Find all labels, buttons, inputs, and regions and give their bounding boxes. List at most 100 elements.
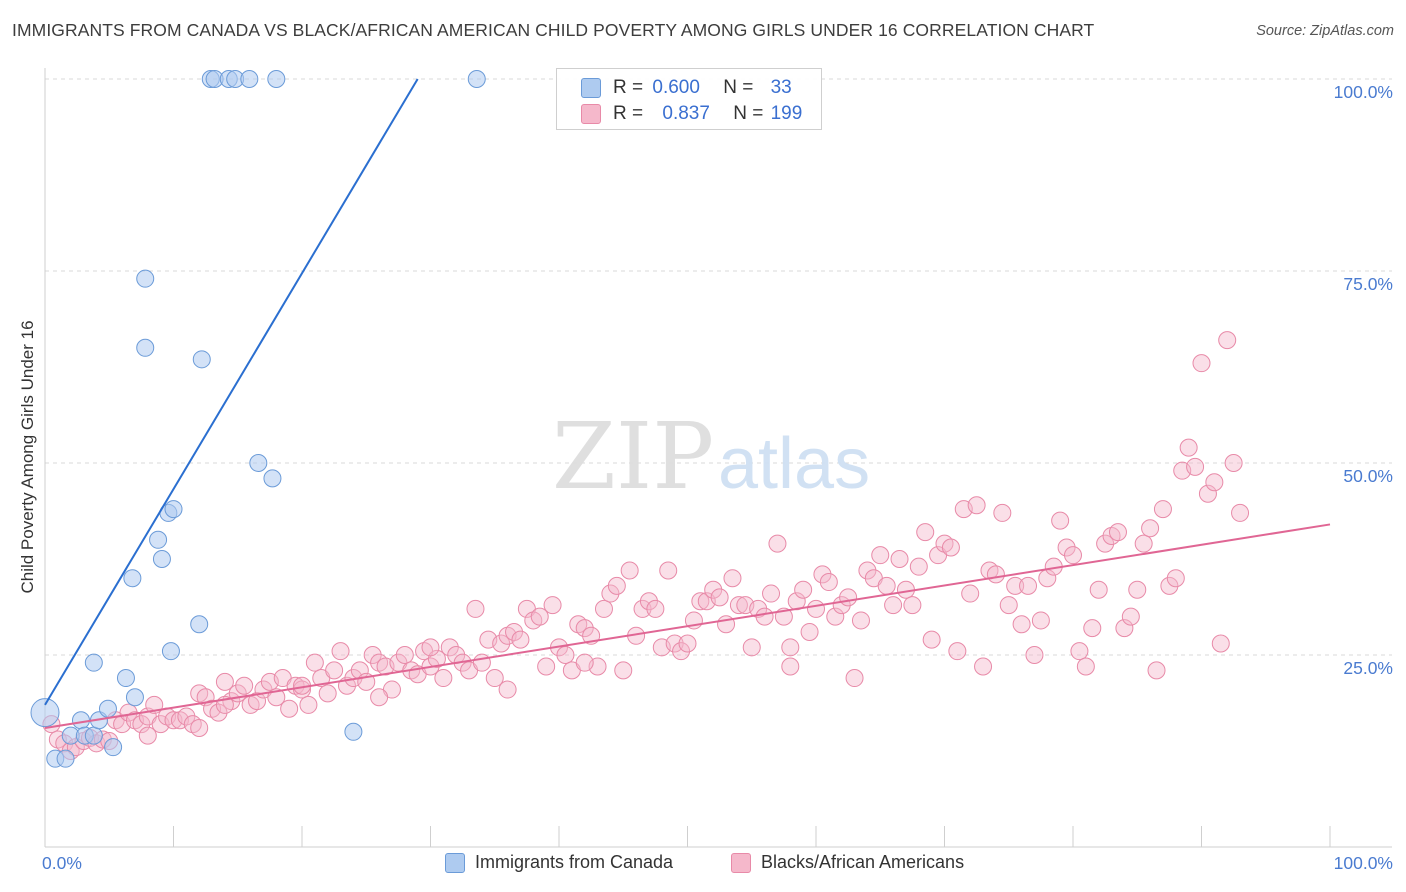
pink-point (434, 669, 453, 688)
pink-point (318, 684, 337, 703)
pink-point (762, 584, 781, 603)
pink-point (1211, 634, 1230, 653)
pink-point (1160, 576, 1179, 595)
pink-point (427, 649, 446, 668)
pink-point (729, 596, 748, 615)
blue-point (267, 70, 286, 88)
pink-point (1147, 661, 1166, 680)
blue-points-group (30, 70, 486, 768)
pink-point (916, 523, 935, 542)
n-value-pink: 199 (770, 103, 803, 124)
r-value-pink: 0.837 (662, 103, 710, 124)
pink-point (1128, 580, 1147, 599)
pink-point (1218, 331, 1237, 350)
blue-point (136, 269, 155, 288)
watermark-zip: ZIP (552, 403, 714, 510)
pink-point (1115, 619, 1134, 638)
blue-point (84, 653, 103, 672)
legend-label-canada: Immigrants from Canada (475, 852, 674, 872)
pink-point (1198, 484, 1217, 503)
pink-point (620, 561, 639, 580)
pink-point (1224, 454, 1243, 472)
pink-trend-line (44, 523, 1331, 729)
pink-point (1089, 580, 1108, 599)
pink-point (646, 599, 665, 618)
pink-point (1006, 576, 1025, 595)
pink-point (1121, 607, 1140, 626)
pink-point (1108, 523, 1127, 542)
pink-points-group (42, 331, 1250, 760)
pink-point (755, 607, 774, 626)
pink-point (710, 588, 729, 607)
blue-point (56, 749, 75, 768)
legend-item-canada[interactable]: Immigrants from Canada (445, 852, 673, 873)
pink-point (466, 599, 485, 618)
pink-point (723, 569, 742, 588)
pink-point (440, 638, 459, 657)
pink-point (967, 496, 986, 515)
pink-point (826, 607, 845, 626)
blue-point (249, 454, 268, 472)
stat-text-pink: R = 0.837 N = 199 (613, 103, 802, 125)
pink-point (1096, 534, 1115, 553)
pink-point (1051, 511, 1070, 530)
legend-item-black[interactable]: Blacks/African Americans (731, 852, 964, 873)
pink-point (678, 634, 697, 653)
pink-swatch-icon (731, 852, 751, 873)
y-tick-label: 75.0% (1343, 274, 1393, 294)
pink-point (1192, 354, 1211, 373)
pink-point (794, 580, 813, 599)
y-tick-label: 50.0% (1343, 466, 1393, 486)
x-tick-label: 100.0% (1334, 853, 1393, 873)
pink-point (511, 630, 530, 649)
axes (44, 68, 1392, 848)
pink-point (948, 642, 967, 661)
pink-point (672, 642, 691, 661)
pink-point (299, 695, 318, 714)
pink-point (639, 592, 658, 611)
pink-point (922, 630, 941, 649)
y-tick-label: 100.0% (1334, 82, 1393, 102)
pink-point (472, 653, 491, 672)
blue-point (125, 688, 144, 707)
pink-point (132, 715, 151, 734)
pink-point (601, 584, 620, 603)
blue-point (98, 699, 117, 718)
blue-point (192, 350, 211, 369)
pink-point (331, 642, 350, 661)
pink-point (999, 596, 1018, 615)
y-tick-label: 25.0% (1343, 658, 1393, 678)
x-tick-label: 0.0% (42, 853, 82, 873)
pink-point (1083, 619, 1102, 638)
pink-point (781, 638, 800, 657)
pink-point (659, 561, 678, 580)
pink-point (1031, 611, 1050, 630)
pink-point (505, 622, 524, 641)
blue-point (71, 711, 90, 730)
pink-point (941, 538, 960, 557)
blue-point (190, 615, 209, 634)
pink-point (1205, 473, 1224, 492)
pink-point (807, 599, 825, 618)
pink-point (1057, 538, 1076, 557)
pink-point (813, 565, 832, 584)
pink-point (556, 646, 575, 664)
stat-text-blue: R = 0.600 N = 33 (613, 77, 792, 99)
r-label: R = (613, 103, 644, 124)
pink-point (1076, 657, 1095, 676)
pink-point (704, 580, 723, 599)
pink-point (1025, 646, 1044, 664)
pink-point (884, 596, 903, 615)
pink-point (1141, 519, 1160, 538)
n-value-blue: 33 (770, 77, 792, 98)
r-value-blue: 0.600 (652, 77, 700, 98)
pink-point (138, 726, 157, 745)
blue-point (104, 738, 123, 757)
pink-point (1070, 642, 1089, 661)
pink-point (800, 622, 819, 641)
pink-swatch-icon (581, 104, 601, 124)
pink-point (492, 634, 511, 653)
pink-point (209, 703, 228, 722)
pink-point (819, 573, 838, 592)
